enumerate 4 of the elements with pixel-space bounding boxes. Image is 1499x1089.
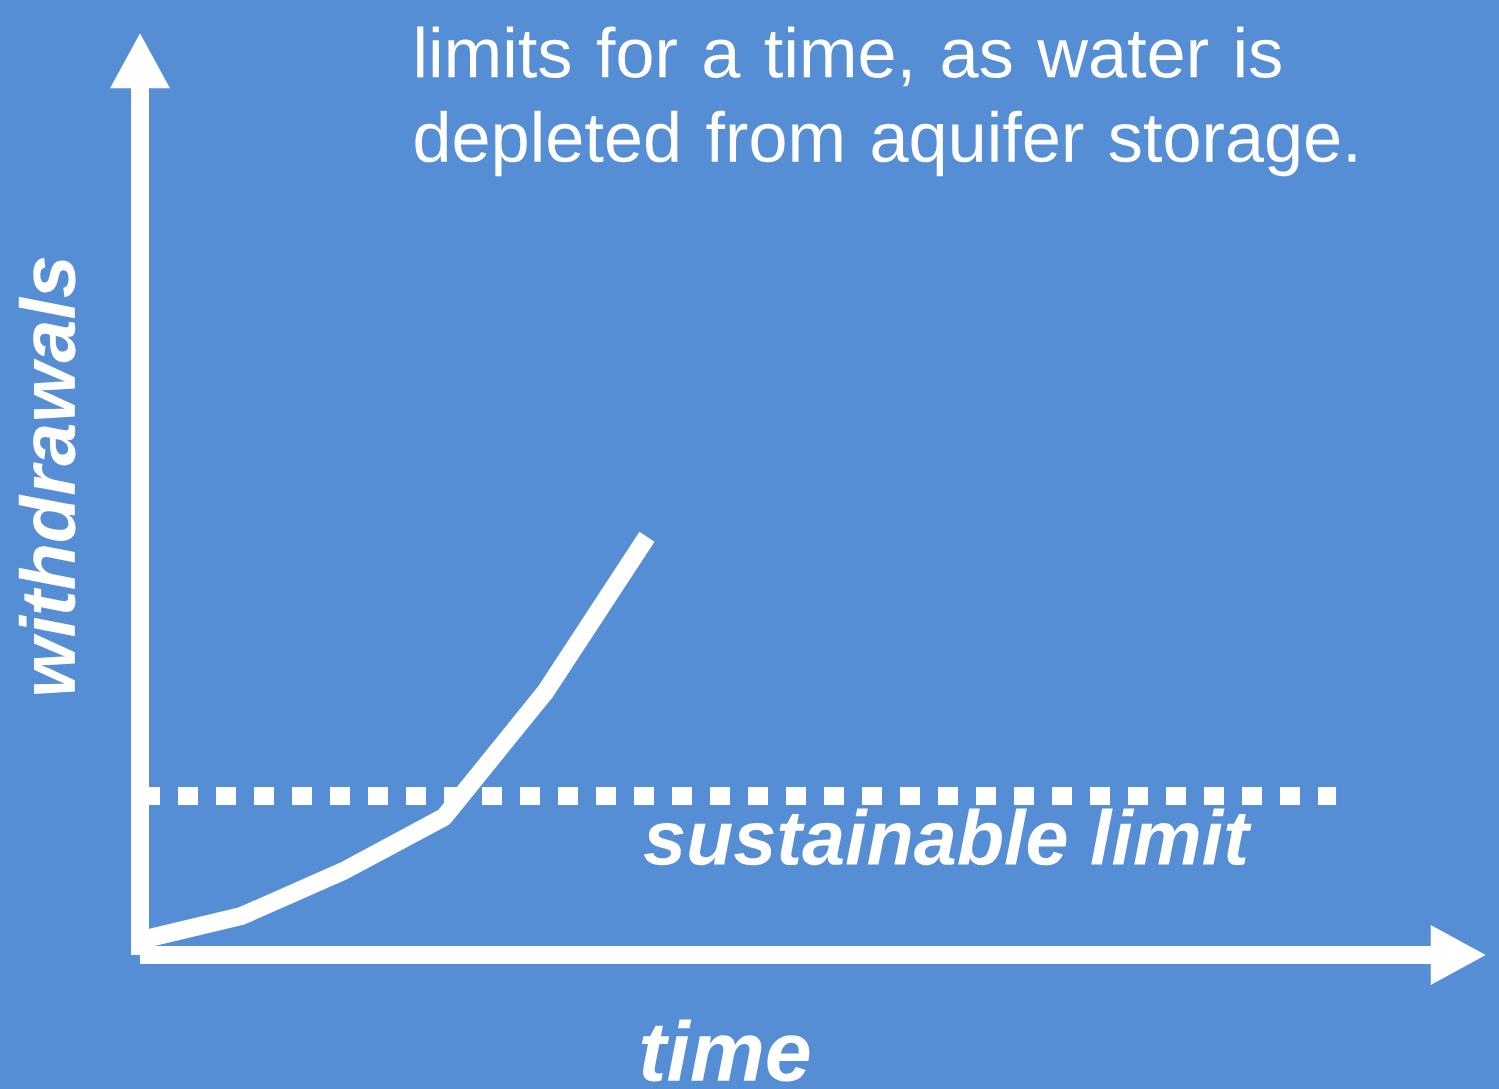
text: limits for a time, as water is depleted from aquifer storage.	[415, 26, 1356, 177]
ref-line-label: sustainable limit	[643, 808, 1252, 866]
y-axis-title: withdrawals	[18, 257, 76, 695]
x-axis-title: time	[641, 1019, 810, 1082]
